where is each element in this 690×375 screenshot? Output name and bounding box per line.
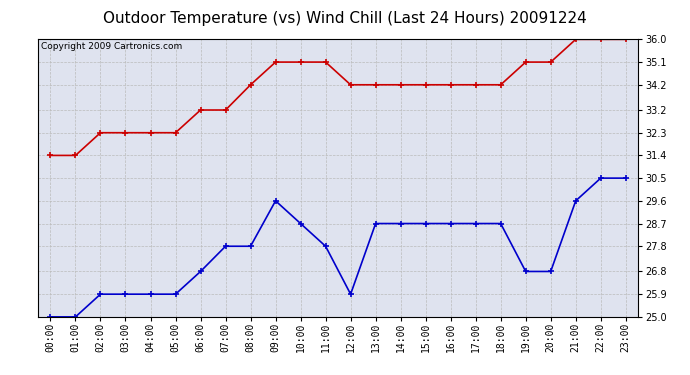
Text: Copyright 2009 Cartronics.com: Copyright 2009 Cartronics.com — [41, 42, 182, 51]
Text: Outdoor Temperature (vs) Wind Chill (Last 24 Hours) 20091224: Outdoor Temperature (vs) Wind Chill (Las… — [103, 11, 587, 26]
